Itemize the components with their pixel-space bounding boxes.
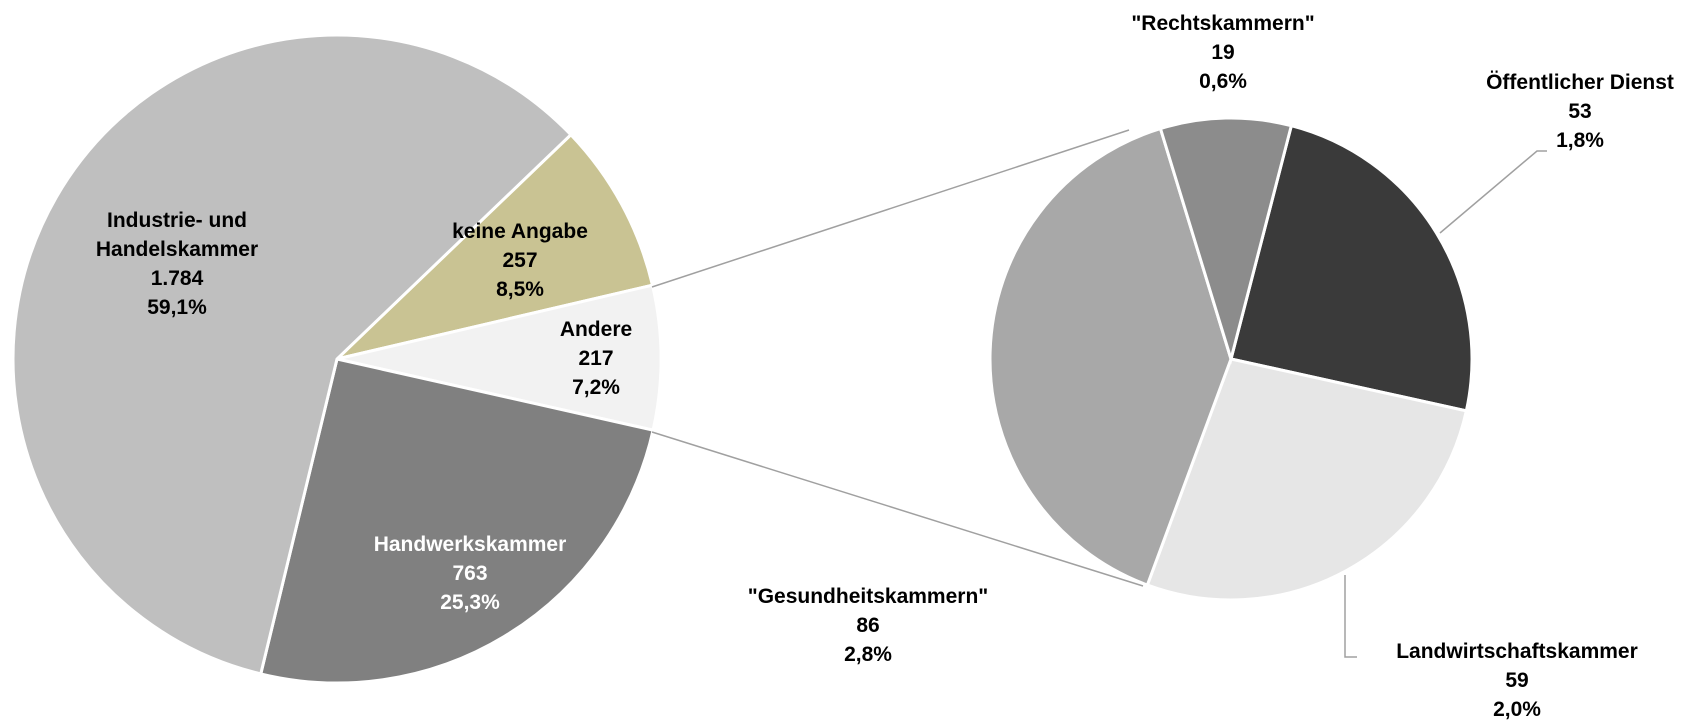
category-label: Landwirtschaftskammer xyxy=(1396,640,1638,663)
percent-label: 8,5% xyxy=(496,278,544,301)
category-label: keine Angabe xyxy=(452,220,588,243)
slice-label: "Gesundheitskammern" 86 2,8% xyxy=(698,582,1038,669)
percent-label: 59,1% xyxy=(147,296,207,319)
category-label: Andere xyxy=(559,318,633,341)
pie-slice xyxy=(11,33,573,676)
pie-slice xyxy=(1158,116,1294,365)
slice-label: "Rechtskammern" 19 0,6% xyxy=(1093,9,1353,96)
value-label: 217 xyxy=(578,347,614,370)
pie-slice xyxy=(1145,357,1469,602)
percent-label: 7,2% xyxy=(572,376,620,399)
value-label: 86 xyxy=(856,614,880,637)
slice-label: Industrie- und Handelskammer 1.784 59,1% xyxy=(72,206,282,322)
value-label: 53 xyxy=(1568,100,1592,123)
pie-slice xyxy=(258,357,655,685)
category-label: Öffentlicher Dienst xyxy=(1486,71,1674,94)
connector-line xyxy=(651,431,1144,587)
category-label: "Gesundheitskammern" xyxy=(747,585,989,608)
category-label: Handwerkskammer xyxy=(373,533,567,556)
category-label: "Rechtskammern" xyxy=(1131,12,1315,35)
connectors xyxy=(651,129,1547,658)
category-label: Industrie- und Handelskammer xyxy=(95,209,259,261)
slice-label: Handwerkskammer 763 25,3% xyxy=(340,530,600,617)
pie-slice xyxy=(1229,123,1474,413)
leader-line xyxy=(1439,150,1547,234)
value-label: 763 xyxy=(452,562,488,585)
value-label: 19 xyxy=(1211,41,1235,64)
pie-slice xyxy=(336,283,663,432)
percent-label: 0,6% xyxy=(1199,70,1247,93)
percent-label: 2,0% xyxy=(1493,698,1541,721)
percent-label: 1,8% xyxy=(1556,129,1604,152)
connector-line xyxy=(651,129,1130,288)
value-label: 59 xyxy=(1505,669,1529,692)
pie-slice xyxy=(988,126,1233,587)
value-label: 1.784 xyxy=(150,267,204,290)
slice-label: keine Angabe 257 8,5% xyxy=(400,217,640,304)
value-label: 257 xyxy=(502,249,538,272)
leader-line xyxy=(1344,575,1357,658)
percent-label: 2,8% xyxy=(844,643,892,666)
slice-label: Landwirtschaftskammer 59 2,0% xyxy=(1377,637,1657,724)
slice-label: Öffentlicher Dienst 53 1,8% xyxy=(1450,68,1702,155)
slice-label: Andere 217 7,2% xyxy=(496,315,696,402)
percent-label: 25,3% xyxy=(440,591,500,614)
